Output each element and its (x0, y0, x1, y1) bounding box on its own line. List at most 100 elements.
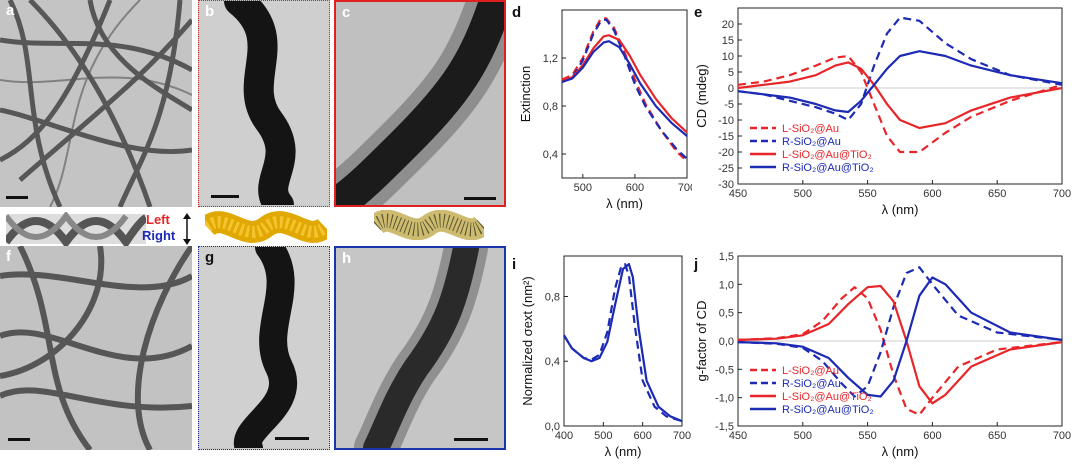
y-tick-label: 5 (728, 67, 734, 79)
x-axis-label: λ (nm) (605, 444, 642, 459)
series-line-4 (737, 50, 1063, 114)
chart-cd: 450 500 550 600 650 700 -30 -25 -20 -15 -10 -5 0 5 10 1… (694, 7, 1071, 217)
tem-image-f: f (0, 246, 192, 450)
series-line-3 (737, 61, 1063, 130)
helix-right-label: Right (142, 228, 176, 243)
series-line-1 (561, 17, 688, 163)
x-tick-label: 650 (988, 430, 1006, 442)
legend-label: R-SiO₂@Au@TiO₂ (782, 404, 874, 416)
x-tick-label: 500 (794, 188, 812, 200)
helix-schematic (2, 210, 149, 250)
y-axis-label: g-factor of CD (694, 301, 709, 382)
y-tick-label: 1,0 (719, 279, 734, 291)
x-tick-label: 550 (858, 188, 876, 200)
gold-nanohelix-model (199, 210, 333, 244)
x-tick-label: 600 (923, 188, 941, 200)
y-tick-label: -5 (724, 99, 734, 111)
y-tick-label: -10 (718, 115, 734, 127)
chart-g-factor: 450 500 550 600 650 700 -1,5 -1,0 -0,5 0,0 0,5 1,0 1… (694, 251, 1071, 459)
tem-helix-b (199, 1, 329, 206)
tem-helix-h (336, 248, 504, 448)
tem-image-b: b (198, 0, 330, 207)
panel-label-h: h (342, 250, 352, 267)
y-tick-label: 0,4 (545, 356, 560, 368)
panel-label-a: a (6, 2, 15, 19)
x-tick-label: 500 (574, 182, 592, 194)
y-tick-label: -15 (718, 131, 734, 143)
y-axis-label: Normalized σext (nm²) (520, 276, 535, 405)
series-line-2 (563, 263, 683, 423)
panel-label-d: d (512, 4, 522, 21)
y-tick-label: 0,8 (545, 291, 560, 303)
y-tick-label: 0,0 (719, 336, 734, 348)
legend-label: R-SiO₂@Au@TiO₂ (782, 162, 874, 174)
panel-label-i: i (512, 256, 517, 273)
y-axis-label: Extinction (518, 66, 533, 122)
x-tick-label: 600 (633, 430, 651, 442)
legend-label: L-SiO₂@Au (782, 365, 839, 377)
legend-label: L-SiO₂@Au@TiO₂ (782, 391, 872, 403)
x-tick-label: 650 (988, 188, 1006, 200)
y-tick-label: -30 (718, 179, 734, 191)
tem-image-h: h (334, 246, 506, 450)
x-tick-label: 700 (678, 182, 692, 194)
legend-label: R-SiO₂@Au (782, 136, 841, 148)
y-tick-label: -20 (718, 147, 734, 159)
x-tick-label: 600 (626, 182, 644, 194)
panel-label-f: f (6, 248, 11, 265)
x-tick-label: 700 (1053, 188, 1071, 200)
panel-label-j: j (694, 256, 699, 273)
tem-image-a: a (0, 0, 192, 207)
series-line-1 (737, 54, 1063, 154)
y-tick-label: -25 (718, 163, 734, 175)
x-tick-label: 450 (729, 430, 747, 442)
helix-left-label: Left (146, 212, 170, 227)
y-tick-label: 0,4 (543, 149, 558, 161)
x-axis-label: λ (nm) (606, 196, 643, 210)
x-tick-label: 550 (858, 430, 876, 442)
y-tick-label: 0,8 (543, 101, 558, 113)
x-tick-label: 500 (594, 430, 612, 442)
x-axis-label: λ (nm) (882, 444, 919, 459)
tem-fibers-a (0, 0, 192, 207)
y-tick-label: 0 (728, 83, 734, 95)
x-tick-label: 700 (1053, 430, 1071, 442)
tem-helix-c (336, 2, 504, 205)
series-line-3 (737, 284, 1063, 405)
x-tick-label: 450 (729, 188, 747, 200)
series-line-3 (561, 34, 688, 134)
series-line-2 (561, 18, 688, 160)
y-tick-label: 0,5 (719, 308, 734, 320)
x-tick-label: 400 (555, 430, 573, 442)
panel-label-e: e (694, 4, 703, 21)
tem-image-c: c (334, 0, 506, 207)
y-tick-label: 20 (722, 19, 734, 31)
chart-extinction: 500 600 700 0,4 0,8 1,2 λ (nm) Extinction (518, 9, 692, 210)
y-tick-label: 0,0 (545, 421, 560, 433)
panel-label-c: c (342, 4, 351, 21)
tem-fibers-f (0, 246, 192, 450)
plot-frame (563, 255, 683, 427)
series-line-1 (737, 286, 1063, 416)
y-axis-label: CD (mdeg) (694, 64, 709, 128)
x-tick-label: 700 (673, 430, 691, 442)
y-tick-label: 10 (722, 51, 734, 63)
series-line-2 (737, 266, 1063, 398)
legend-label: R-SiO₂@Au (782, 378, 841, 390)
tem-image-g: g (198, 246, 330, 450)
x-axis-label: λ (nm) (882, 202, 919, 217)
series-line-1 (563, 263, 683, 423)
y-tick-label: -1,5 (715, 421, 734, 433)
series-line-4 (737, 276, 1063, 398)
legend-label: L-SiO₂@Au@TiO₂ (782, 149, 872, 161)
y-tick-label: -0,5 (715, 364, 734, 376)
series-line-4 (561, 40, 688, 137)
plot-frame (561, 9, 688, 179)
plot-frame (737, 7, 1063, 185)
y-tick-label: 1,5 (719, 251, 734, 263)
tio2-nanohelix-model (368, 209, 490, 241)
tem-helix-g (199, 247, 329, 449)
y-tick-label: -1,0 (715, 393, 734, 405)
chart-normalized-cross-section: 400 500 600 700 0,0 0,4 0,8 λ (nm) Normalized σe… (520, 255, 691, 459)
double-arrow-icon (180, 212, 194, 246)
